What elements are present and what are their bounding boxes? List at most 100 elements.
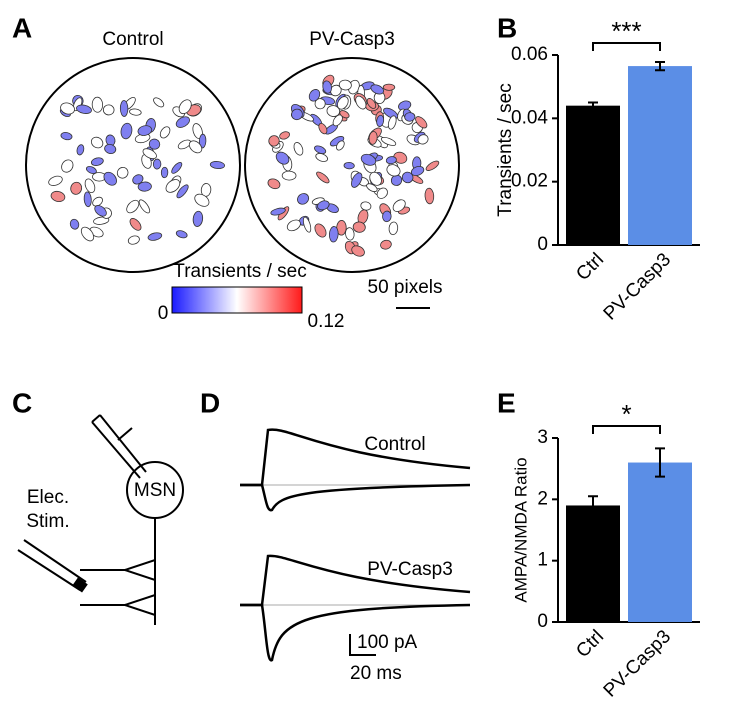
cell [175,230,188,239]
cell [352,221,366,233]
cell [94,205,107,217]
error-bar [655,60,665,72]
cell [281,170,297,181]
cell [50,190,66,202]
x-tick-label: PV-Casp3 [600,626,675,701]
cell [127,235,140,245]
cell [138,199,151,214]
significance-bracket [592,42,661,51]
cell [171,161,183,174]
cell [160,166,169,179]
y-tick-label: 0.02 [511,171,548,192]
cell [83,191,92,208]
trace [240,603,471,662]
y-axis-label: AMPA/NMDA Ratio [511,457,530,602]
significance-bracket [592,425,661,434]
cell [382,83,396,91]
colorbar [171,286,303,314]
y-tick-label: 1 [537,550,548,571]
cell [382,210,392,223]
cell [102,104,115,116]
cell [147,232,163,241]
cell [368,131,378,145]
cell [387,115,397,130]
cell [61,159,74,173]
colorbar-min: 0 [158,303,169,324]
cell [93,216,110,225]
cell [314,223,327,238]
cell [404,112,416,122]
significance: * [621,399,631,429]
cell [314,145,327,155]
x-tick-label: Ctrl [572,626,608,662]
cell [132,174,144,185]
error-bar [588,495,598,516]
cell [268,135,280,147]
circle-title: Control [102,29,163,50]
y-tick-label: 3 [537,427,548,448]
significance: *** [611,16,641,46]
cell [209,161,226,170]
electrode [17,539,87,591]
cell [360,201,372,211]
colorbar-title: Transients / sec [173,261,306,282]
cell [393,151,408,164]
trace-label: Control [364,434,425,455]
synapse [80,593,156,617]
cell [188,140,203,154]
cell [70,181,83,195]
neuron-label: MSN [134,480,176,501]
circle-title: PV-Casp3 [309,29,395,50]
cell [90,136,104,149]
cell [84,178,96,194]
cell [302,216,312,233]
cell [175,116,190,128]
cell [351,172,363,188]
cell [424,187,435,205]
cell [308,89,321,102]
y-tick-label: 0.06 [511,44,548,65]
cell [328,226,339,243]
cell [270,207,286,216]
y-tick-label: 0 [537,611,548,632]
cell [92,196,103,207]
cell [76,144,85,156]
cell [369,171,382,186]
cell [366,98,377,109]
cell [376,114,385,127]
cell [291,108,303,121]
scale-label: 50 pixels [368,277,443,298]
cell [165,179,181,193]
stim-label: Elec. [27,487,69,508]
bar [566,105,620,246]
cell [385,156,397,165]
cell [198,133,207,149]
cell [337,96,349,110]
cell [120,122,133,140]
cell [317,200,330,211]
field-of-view [25,57,241,273]
cell [267,178,281,190]
cell [392,199,406,212]
scale-label: 20 ms [350,663,402,684]
cell [152,158,162,170]
cell [286,219,301,232]
cell [159,126,171,139]
cell [279,131,291,140]
cell [315,153,329,162]
cell [91,96,104,113]
cell [388,221,399,236]
trace [240,428,471,487]
cell [297,193,310,205]
x-tick-label: PV-Casp3 [600,249,675,324]
cell [142,148,157,160]
panel-label: B [497,12,517,43]
cell [345,227,355,241]
stim-label: Stim. [26,511,69,532]
cell [376,187,388,199]
cell [129,108,142,116]
synapse [80,558,156,582]
cell [380,239,392,250]
cell [178,99,192,115]
